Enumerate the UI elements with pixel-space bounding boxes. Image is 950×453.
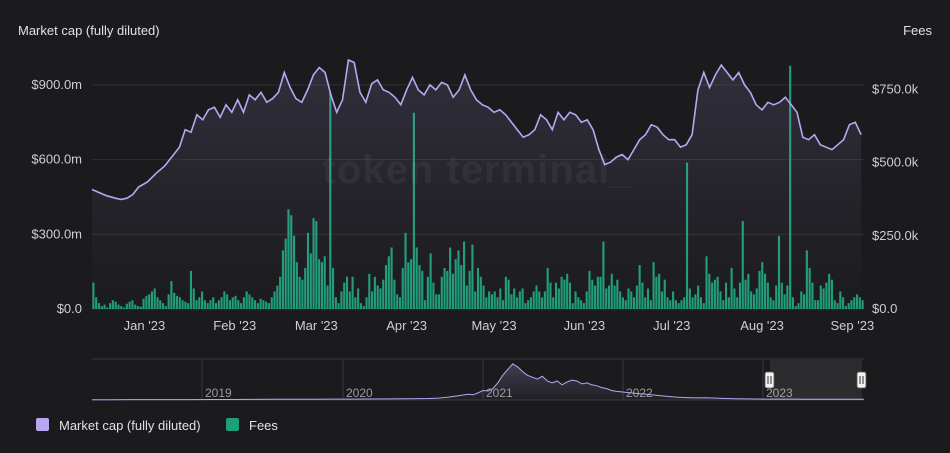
x-tick-label: Sep '23 [831,318,875,333]
left-tick-label: $0.0 [57,301,82,316]
navigator-year-label: 2019 [205,386,232,400]
x-tick-label: Apr '23 [386,318,427,333]
right-tick-label: $750.0k [872,81,919,96]
x-tick-label: Jul '23 [653,318,690,333]
legend-item-fees[interactable]: Fees [226,418,278,433]
watermark: token terminal_ [323,148,634,192]
legend-item-market-cap[interactable]: Market cap (fully diluted) [36,418,201,433]
x-tick-label: Jan '23 [124,318,166,333]
x-tick-label: Aug '23 [740,318,784,333]
left-tick-label: $600.0m [31,152,82,167]
right-tick-label: $250.0k [872,228,919,243]
x-tick-label: Mar '23 [295,318,338,333]
right-tick-label: $500.0k [872,155,919,170]
legend: Market cap (fully diluted) Fees [36,418,278,433]
navigator-line [92,363,865,401]
x-tick-label: Jun '23 [564,318,606,333]
navigator-selection[interactable] [770,360,862,400]
market-cap-area [92,60,862,309]
range-navigator[interactable]: 20192020202120222023 [92,358,867,401]
left-axis-ticks: $0.0 $300.0m $600.0m $900.0m [31,77,82,316]
legend-label-fees: Fees [249,418,278,433]
navigator-handle-left[interactable] [764,371,775,389]
legend-swatch-market-cap [36,418,49,431]
left-tick-label: $900.0m [31,77,82,92]
right-axis-ticks: $0.0 $250.0k $500.0k $750.0k [872,81,919,316]
legend-swatch-fees [226,418,239,431]
right-tick-label: $0.0 [872,301,897,316]
x-tick-label: May '23 [471,318,516,333]
left-tick-label: $300.0m [31,226,82,241]
right-axis-title: Fees [903,23,932,38]
fees-bar [861,300,864,309]
navigator-year-label: 2020 [346,386,373,400]
navigator-handle-right[interactable] [856,371,867,389]
x-axis-ticks: Jan '23 Feb '23 Mar '23 Apr '23 May '23 Jun '… [124,318,875,333]
navigator-year-label: 2023 [766,386,793,400]
market-cap-line [91,58,862,201]
x-tick-label: Feb '23 [213,318,256,333]
legend-label-market-cap: Market cap (fully diluted) [59,418,201,433]
left-axis-title: Market cap (fully diluted) [18,23,160,38]
